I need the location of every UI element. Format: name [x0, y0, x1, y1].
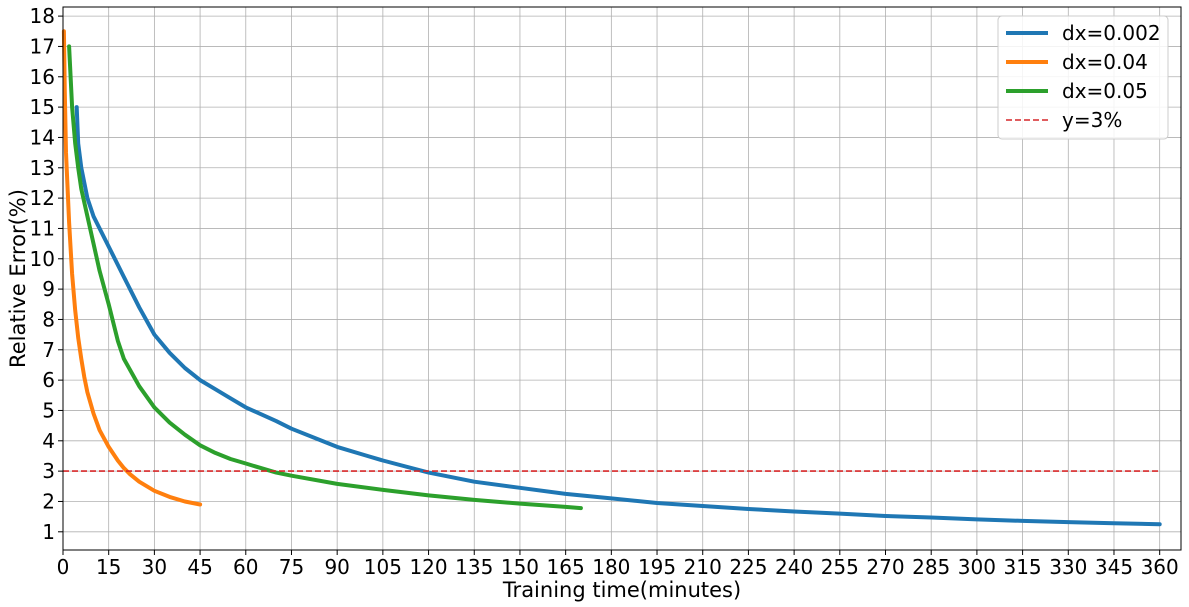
grid — [62, 7, 1181, 550]
x-tick-label: 120 — [409, 555, 447, 579]
y-axis-label: Relative Error(%) — [6, 189, 30, 368]
y-tick-label: 15 — [30, 95, 55, 119]
y-tick-label: 8 — [42, 307, 55, 331]
x-tick-label: 315 — [1003, 555, 1041, 579]
x-tick-label: 150 — [501, 555, 539, 579]
y-tick-label: 10 — [30, 247, 55, 271]
x-tick-label: 60 — [233, 555, 258, 579]
x-axis: 0 15 30 45 60 75 90 105 120 135 150 165 180 195 210 225… — [57, 550, 1179, 579]
y-tick-label: 16 — [30, 65, 55, 89]
legend: dx=0.002 dx=0.04 dx=0.05 y=3% — [997, 15, 1169, 140]
y-tick-label: 9 — [42, 277, 55, 301]
x-tick-label: 135 — [455, 555, 493, 579]
x-tick-label: 300 — [958, 555, 996, 579]
y-tick-label: 4 — [42, 429, 55, 453]
y-tick-label: 2 — [42, 489, 55, 513]
y-tick-label: 6 — [42, 368, 55, 392]
x-tick-label: 345 — [1095, 555, 1133, 579]
y-tick-label: 3 — [42, 459, 55, 483]
y-tick-label: 11 — [30, 216, 55, 240]
x-tick-label: 105 — [364, 555, 402, 579]
axes-frame — [62, 6, 1182, 551]
y-tick-label: 7 — [42, 338, 55, 362]
plot-area — [61, 29, 1162, 527]
x-tick-label: 210 — [684, 555, 722, 579]
y-tick-label: 17 — [30, 34, 55, 58]
y-tick-label: 1 — [42, 520, 55, 544]
series-line-dx=0.04 — [61, 29, 203, 507]
y-tick-label: 18 — [30, 4, 55, 28]
series-line-dx=0.002 — [74, 105, 1162, 527]
x-tick-label: 360 — [1141, 555, 1179, 579]
x-tick-label: 0 — [57, 555, 70, 579]
x-tick-label: 225 — [729, 555, 767, 579]
legend-label: dx=0.05 — [1062, 79, 1148, 103]
x-tick-label: 255 — [821, 555, 859, 579]
x-tick-label: 165 — [547, 555, 585, 579]
x-tick-label: 285 — [912, 555, 950, 579]
x-tick-label: 75 — [279, 555, 304, 579]
x-tick-label: 195 — [638, 555, 676, 579]
x-tick-label: 330 — [1049, 555, 1087, 579]
y-tick-label: 14 — [30, 125, 55, 149]
x-tick-label: 180 — [592, 555, 630, 579]
y-tick-label: 5 — [42, 398, 55, 422]
x-axis-label: Training time(minutes) — [502, 578, 741, 602]
legend-label: dx=0.04 — [1062, 50, 1148, 74]
x-tick-label: 90 — [324, 555, 349, 579]
x-tick-label: 45 — [187, 555, 212, 579]
y-tick-label: 12 — [30, 186, 55, 210]
legend-label: dx=0.002 — [1062, 21, 1161, 45]
y-tick-label: 13 — [30, 156, 55, 180]
series-line-dx=0.05 — [67, 44, 583, 511]
x-tick-label: 270 — [866, 555, 904, 579]
legend-box — [997, 15, 1169, 140]
x-tick-label: 15 — [96, 555, 121, 579]
x-tick-label: 30 — [142, 555, 167, 579]
x-tick-label: 240 — [775, 555, 813, 579]
legend-label: y=3% — [1062, 108, 1122, 132]
